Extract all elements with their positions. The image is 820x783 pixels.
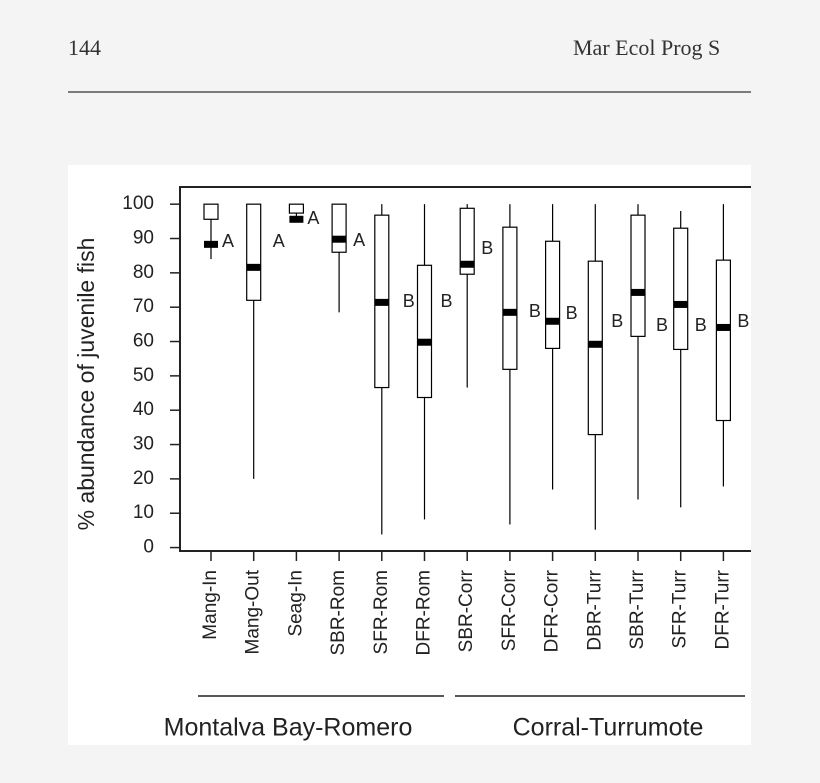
page-number: 144 — [68, 35, 101, 60]
x-tick-label: Seag-In — [285, 570, 306, 637]
group-letter: B — [529, 301, 541, 321]
plot-frame — [179, 186, 751, 552]
x-tick-label: DFR-Rom — [414, 570, 435, 656]
x-tick-label: DFR-Corr — [542, 569, 563, 652]
x-tick-label: Mang-Out — [243, 569, 264, 654]
group-letter: A — [273, 231, 285, 251]
box — [630, 214, 646, 337]
box — [459, 207, 475, 275]
y-tick-label: 20 — [133, 468, 154, 489]
y-tick-label: 90 — [133, 228, 154, 249]
x-tick-label: DFR-Turr — [712, 569, 733, 649]
x-tick-label: SBR-Turr — [627, 569, 648, 649]
content: 144 Mar Ecol Prog S % abundance of juven… — [68, 35, 751, 742]
box — [416, 264, 433, 399]
group-label: Montalva Bay-Romero — [164, 714, 413, 742]
median — [289, 215, 304, 223]
box — [288, 203, 304, 214]
y-tick-label: 70 — [133, 296, 154, 317]
y-tick-label: 30 — [133, 434, 154, 455]
group-letter: B — [481, 238, 493, 258]
figure-panel — [68, 165, 751, 745]
y-tick-label: 40 — [133, 399, 154, 420]
group-letter: B — [403, 291, 415, 311]
journal-name: Mar Ecol Prog S — [573, 35, 720, 60]
median — [374, 298, 389, 306]
y-tick-label: 50 — [133, 365, 154, 386]
y-tick-label: 100 — [122, 193, 154, 214]
x-tick-label: SFR-Turr — [670, 569, 691, 648]
group-letter: B — [656, 315, 668, 335]
median — [502, 308, 517, 316]
x-tick-label: DBR-Turr — [584, 569, 605, 650]
x-tick-label: SBR-Rom — [328, 570, 349, 656]
median — [332, 235, 347, 243]
y-tick-label: 60 — [133, 331, 154, 352]
group-letter: B — [737, 311, 749, 331]
group-letter: B — [440, 291, 452, 311]
x-tick-label: SFR-Corr — [499, 569, 520, 651]
x-tick-label: SBR-Corr — [456, 569, 477, 652]
box — [331, 203, 347, 253]
box — [544, 240, 561, 349]
box — [246, 203, 262, 301]
median — [631, 288, 645, 296]
x-tick-label: SFR-Rom — [371, 570, 392, 654]
group-letter: B — [611, 311, 623, 331]
group-letter: A — [222, 231, 234, 251]
box — [715, 259, 732, 422]
group-letter: B — [695, 315, 707, 335]
box — [502, 226, 518, 370]
y-axis-label: % abundance of juvenile fish — [73, 238, 99, 531]
y-tick-label: 80 — [133, 262, 154, 283]
median — [545, 317, 560, 325]
median — [716, 323, 731, 331]
median — [588, 340, 603, 348]
group-letter: A — [353, 230, 365, 250]
box — [203, 203, 219, 220]
x-tick-label: Mang-In — [200, 570, 221, 640]
box — [673, 227, 689, 351]
group-letter: B — [566, 303, 578, 323]
median — [417, 338, 432, 346]
group-letter: A — [307, 208, 319, 228]
y-tick-label: 10 — [133, 502, 154, 523]
group-label: Corral-Turrumote — [513, 714, 704, 742]
median — [673, 300, 688, 308]
y-tick-label: 0 — [143, 537, 154, 558]
median — [204, 240, 218, 248]
median — [246, 263, 261, 271]
box — [587, 260, 603, 436]
median — [460, 260, 475, 268]
